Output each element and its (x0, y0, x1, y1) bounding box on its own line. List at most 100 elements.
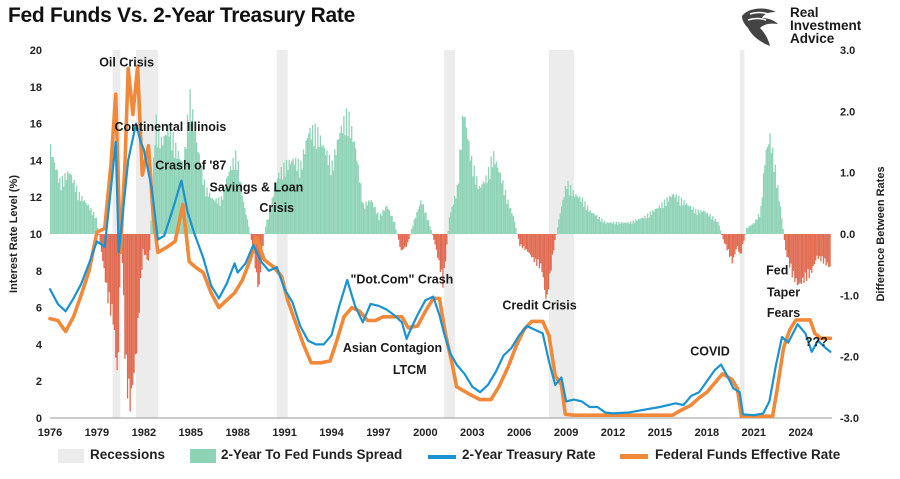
spread-bar-149 (244, 207, 246, 234)
spread-bar-529 (739, 234, 741, 254)
spread-bar-413 (588, 211, 590, 234)
spread-bar-104 (185, 148, 187, 234)
spread-bar-182 (287, 170, 289, 234)
spread-bar-230 (349, 138, 352, 234)
spread-bar-336 (487, 166, 490, 234)
spread-bar-20 (76, 185, 78, 234)
spread-bar-518 (725, 234, 727, 245)
spread-bar-111 (194, 130, 196, 234)
spread-bar-215 (330, 175, 332, 234)
spread-bar-387 (554, 234, 556, 241)
spread-bar-450 (636, 220, 638, 234)
spread-bar-320 (467, 138, 469, 234)
spread-bar-9 (61, 175, 64, 234)
spread-bar-586 (813, 234, 816, 265)
spread-bar-395 (564, 186, 567, 234)
annotation-5: "Dot.Com" Crash (350, 273, 453, 287)
spread-bar-261 (390, 215, 392, 234)
spread-bar-226 (344, 135, 346, 234)
y-right-tick-1: -2.0 (840, 352, 859, 364)
spread-bar-487 (684, 205, 687, 234)
spread-bar-239 (361, 202, 363, 234)
spread-bar-17 (72, 182, 74, 234)
spread-bar-256 (383, 210, 385, 234)
x-tick-5: 1991 (272, 427, 296, 439)
spread-bar-541 (755, 219, 757, 234)
spread-bar-162 (261, 234, 263, 261)
spread-bar-11 (64, 172, 66, 234)
spread-bar-344 (498, 172, 500, 234)
spread-bar-355 (512, 216, 514, 234)
spread-bar-309 (452, 204, 455, 234)
spread-bar-176 (279, 178, 281, 234)
spread-bar-120 (206, 187, 208, 234)
spread-bar-93 (171, 150, 173, 234)
spread-bar-449 (635, 219, 637, 234)
annotation-2: Crash of '87 (155, 159, 226, 173)
spread-bar-365 (525, 234, 528, 249)
x-tick-9: 2003 (460, 427, 484, 439)
spread-bar-574 (798, 234, 800, 285)
spread-bar-391 (559, 213, 561, 234)
spread-bar-533 (744, 234, 746, 235)
spread-bar-359 (517, 234, 520, 239)
spread-bar-554 (772, 147, 774, 234)
spread-bar-121 (207, 196, 210, 234)
spread-bar-543 (757, 214, 760, 234)
spread-bar-539 (752, 223, 754, 234)
spread-bar-133 (223, 186, 225, 234)
spread-bar-107 (189, 88, 191, 234)
spread-bar-65 (134, 234, 137, 355)
spread-bar-583 (809, 234, 812, 270)
spread-bar-159 (257, 234, 259, 288)
spread-bar-480 (675, 194, 677, 234)
spread-bar-100 (180, 160, 182, 234)
spread-bar-136 (227, 175, 229, 234)
spread-bar-258 (386, 205, 388, 234)
spread-bar-361 (520, 234, 522, 245)
spread-bar-425 (603, 220, 606, 234)
spread-bar-46 (109, 234, 112, 316)
spread-bar-28 (86, 205, 88, 234)
spread-bar-60 (128, 234, 130, 379)
spread-bar-376 (540, 234, 542, 264)
chart-svg: 0 2 4 6 8 10 12 14 16 18 20 -3.0 -2.0 -1.0 0.0 1.0 2.0 3.… (8, 45, 887, 439)
spread-bar-23 (79, 200, 82, 234)
spread-bar-75 (147, 234, 150, 261)
spread-bar-227 (345, 108, 348, 234)
spread-bar-184 (289, 164, 292, 234)
spread-bar-4 (55, 170, 57, 234)
spread-bar-445 (629, 221, 632, 234)
spread-bar-155 (252, 234, 254, 251)
spread-bar-420 (597, 218, 599, 234)
spread-bar-73 (145, 234, 147, 255)
spread-bar-489 (687, 205, 689, 234)
spread-bar-564 (785, 234, 787, 251)
spread-bar-189 (296, 171, 298, 234)
spread-bar-423 (601, 218, 603, 234)
spread-bar-108 (190, 123, 193, 234)
spread-bar-300 (441, 234, 443, 270)
spread-bar-323 (470, 155, 473, 234)
spread-bar-581 (807, 234, 809, 270)
spread-bar-270 (401, 234, 404, 250)
spread-bar-249 (374, 206, 376, 234)
spread-bar-188 (295, 157, 297, 234)
spread-bar-284 (420, 200, 422, 234)
annotation-8: LTCM (393, 363, 427, 377)
spread-bar-410 (584, 201, 586, 234)
spread-bar-252 (378, 220, 380, 234)
spread-bar-203 (314, 123, 316, 234)
spread-bar-373 (536, 234, 538, 266)
spread-bar-87 (163, 136, 165, 234)
spread-bar-1 (51, 157, 53, 234)
spread-bar-172 (274, 187, 276, 234)
spread-bar-392 (560, 206, 563, 234)
spread-bar-180 (284, 176, 286, 234)
spread-bar-561 (781, 218, 783, 234)
spread-bar-460 (649, 211, 651, 234)
spread-bar-341 (494, 164, 496, 234)
eagle-head-logo-icon (742, 8, 778, 46)
x-tick-6: 1994 (319, 427, 344, 439)
spread-bar-132 (222, 199, 224, 234)
